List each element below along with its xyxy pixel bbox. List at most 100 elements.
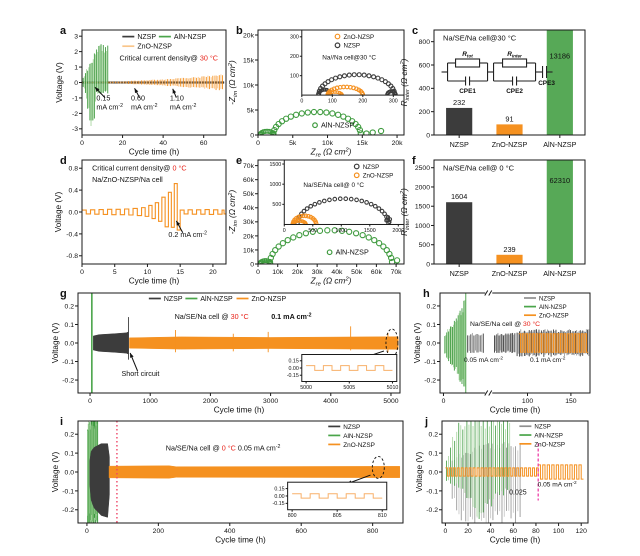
svg-text:NZSP: NZSP bbox=[534, 424, 551, 431]
svg-text:0: 0 bbox=[85, 528, 89, 535]
svg-text:CPE2: CPE2 bbox=[506, 88, 523, 95]
svg-text:600: 600 bbox=[419, 62, 431, 69]
svg-text:2500: 2500 bbox=[415, 165, 430, 172]
svg-text:0.025: 0.025 bbox=[509, 489, 527, 496]
svg-text:-1: -1 bbox=[72, 95, 78, 102]
svg-text:40: 40 bbox=[159, 140, 167, 147]
svg-text:30k: 30k bbox=[243, 219, 255, 226]
svg-text:ZnO-NZSP: ZnO-NZSP bbox=[363, 173, 394, 180]
svg-text:5010: 5010 bbox=[387, 385, 399, 391]
svg-text:-3: -3 bbox=[72, 126, 78, 133]
series-layer bbox=[316, 72, 398, 96]
svg-text:0: 0 bbox=[444, 528, 448, 535]
svg-text:0.2 mA cm-2: 0.2 mA cm-2 bbox=[168, 230, 207, 239]
svg-text:50k: 50k bbox=[243, 191, 255, 198]
panel-b: 0 5k 10k 15k 20k 0 5k 10k 15k 20k Zre (Ω cm2) -Zim … bbox=[228, 29, 405, 159]
svg-text:AlN-NZSP: AlN-NZSP bbox=[534, 433, 563, 440]
svg-text:5: 5 bbox=[113, 269, 117, 276]
svg-text:15: 15 bbox=[176, 269, 184, 276]
svg-text:0.1: 0.1 bbox=[65, 322, 75, 329]
svg-text:70k: 70k bbox=[391, 269, 403, 276]
svg-text:70k: 70k bbox=[243, 163, 255, 170]
svg-text:0.8: 0.8 bbox=[69, 166, 79, 173]
svg-text:Na/SE/Na cell@ 0 °C: Na/SE/Na cell@ 0 °C bbox=[443, 163, 515, 172]
svg-text:g: g bbox=[60, 288, 67, 300]
svg-text:0.0: 0.0 bbox=[427, 340, 437, 347]
svg-text:-Zim (Ω cm2): -Zim (Ω cm2) bbox=[228, 60, 239, 105]
svg-text:0.4: 0.4 bbox=[69, 187, 79, 194]
svg-text:500: 500 bbox=[308, 228, 317, 234]
series-layer bbox=[444, 293, 590, 393]
svg-text:Voltage (V): Voltage (V) bbox=[55, 62, 64, 103]
svg-text:91: 91 bbox=[505, 114, 513, 123]
svg-text:800: 800 bbox=[288, 513, 297, 519]
svg-text:3: 3 bbox=[74, 34, 78, 41]
series-layer bbox=[82, 182, 226, 231]
svg-text:mA cm-2: mA cm-2 bbox=[131, 103, 158, 112]
svg-text:5k: 5k bbox=[289, 140, 297, 147]
svg-text:20k: 20k bbox=[392, 140, 404, 147]
svg-text:10k: 10k bbox=[322, 140, 334, 147]
svg-text:200: 200 bbox=[153, 528, 165, 535]
svg-text:5000: 5000 bbox=[300, 385, 312, 391]
svg-text:NZSP: NZSP bbox=[164, 296, 183, 303]
svg-text:300: 300 bbox=[290, 35, 299, 41]
svg-text:-0.1: -0.1 bbox=[62, 359, 74, 366]
svg-text:0: 0 bbox=[426, 261, 430, 268]
svg-text:810: 810 bbox=[378, 513, 387, 519]
svg-text:j: j bbox=[424, 416, 428, 428]
svg-text:-0.15: -0.15 bbox=[273, 501, 285, 507]
svg-text:Rinter: Rinter bbox=[507, 51, 522, 59]
svg-text:0: 0 bbox=[80, 269, 84, 276]
svg-text:NZSP: NZSP bbox=[363, 164, 380, 171]
svg-text:0.1 mA cm-2: 0.1 mA cm-2 bbox=[530, 356, 566, 364]
svg-text:0.2: 0.2 bbox=[429, 432, 439, 439]
panel-inset: 0 500 1000 1500 2000 500 1000 1500 Na/SE/Na cell… bbox=[269, 159, 405, 234]
svg-text:mA cm-2: mA cm-2 bbox=[96, 103, 123, 112]
svg-text:Na/ZnO-NZSP/Na cell: Na/ZnO-NZSP/Na cell bbox=[92, 175, 163, 184]
svg-text:ZnO-NZSP: ZnO-NZSP bbox=[344, 34, 375, 41]
svg-text:60: 60 bbox=[200, 140, 208, 147]
svg-text:c: c bbox=[412, 25, 418, 37]
svg-text:3000: 3000 bbox=[263, 398, 278, 405]
svg-text:0: 0 bbox=[426, 132, 430, 139]
svg-text:2: 2 bbox=[74, 49, 78, 56]
svg-text:0: 0 bbox=[300, 98, 303, 104]
svg-text:2000: 2000 bbox=[415, 184, 430, 191]
svg-text:-Zim (Ω cm2): -Zim (Ω cm2) bbox=[228, 190, 239, 235]
svg-text:300: 300 bbox=[389, 98, 398, 104]
svg-text:Rinter (Ω cm2): Rinter (Ω cm2) bbox=[400, 58, 411, 106]
svg-text:0.1: 0.1 bbox=[65, 450, 75, 457]
svg-text:ZnO-NZSP: ZnO-NZSP bbox=[534, 441, 565, 448]
svg-text:13186: 13186 bbox=[550, 51, 571, 60]
svg-text:60: 60 bbox=[510, 528, 518, 535]
series-layer bbox=[82, 44, 225, 126]
svg-text:20: 20 bbox=[209, 269, 217, 276]
svg-text:600: 600 bbox=[296, 528, 308, 535]
svg-text:10: 10 bbox=[144, 269, 152, 276]
svg-text:100: 100 bbox=[522, 398, 534, 405]
svg-text:a: a bbox=[60, 25, 67, 37]
svg-text:0.2: 0.2 bbox=[427, 303, 437, 310]
svg-text:Critical current density@ 30 °: Critical current density@ 30 °C bbox=[119, 53, 217, 62]
svg-text:0: 0 bbox=[250, 261, 254, 268]
svg-text:0.1: 0.1 bbox=[429, 450, 439, 457]
svg-text:-0.2: -0.2 bbox=[62, 507, 74, 514]
svg-text:NZSP: NZSP bbox=[344, 43, 361, 50]
svg-text:1500: 1500 bbox=[415, 204, 430, 211]
svg-text:ZnO-NZSP: ZnO-NZSP bbox=[137, 44, 172, 51]
svg-text:1500: 1500 bbox=[364, 228, 376, 234]
svg-text:ZnO-NZSP: ZnO-NZSP bbox=[343, 442, 375, 449]
series-layer bbox=[87, 421, 401, 523]
svg-text:0.0: 0.0 bbox=[69, 209, 79, 216]
svg-text:5005: 5005 bbox=[343, 385, 355, 391]
svg-text:15k: 15k bbox=[357, 140, 369, 147]
svg-text:Voltage (V): Voltage (V) bbox=[51, 322, 60, 363]
svg-text:0.60: 0.60 bbox=[131, 93, 145, 102]
svg-text:80: 80 bbox=[532, 528, 540, 535]
svg-text:Cycle time (h): Cycle time (h) bbox=[129, 277, 180, 286]
svg-text:239: 239 bbox=[503, 245, 515, 254]
svg-text:Na/SE/Na cell @ 30 °C: Na/SE/Na cell @ 30 °C bbox=[175, 312, 249, 321]
svg-text:0.2: 0.2 bbox=[65, 303, 75, 310]
